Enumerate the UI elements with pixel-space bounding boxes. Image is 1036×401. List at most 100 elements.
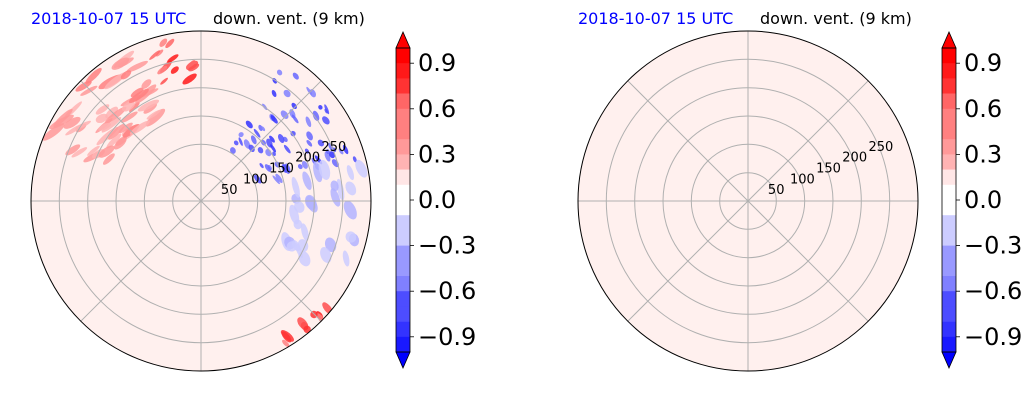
field-feature-positive_streaks xyxy=(104,72,127,90)
radial-tick-label: 50 xyxy=(768,183,785,198)
angular-gridline xyxy=(80,80,202,202)
field-feature-negative_band xyxy=(306,131,313,141)
field-feature-negative_band xyxy=(272,175,280,185)
field-feature-negative_band xyxy=(261,126,266,132)
field-feature-positive_streaks xyxy=(71,147,88,158)
field-feature-negative_band xyxy=(306,139,313,147)
field-feature-strong_positive xyxy=(186,60,196,69)
field-feature-negative_band xyxy=(277,134,285,143)
radial-tick-label: 100 xyxy=(790,172,815,187)
field-feature-weak_negative xyxy=(298,250,311,267)
colorbar-segment xyxy=(942,184,956,201)
colorbar-segment xyxy=(942,139,956,155)
field-feature-negative_band xyxy=(245,120,253,129)
angular-gridline xyxy=(747,80,869,202)
colorbar-segment xyxy=(942,154,956,170)
title-date: 2018-10-07 15 UTC xyxy=(31,9,186,28)
field-feature-negative_band xyxy=(325,149,330,155)
field-feature-strong_positive xyxy=(182,73,197,85)
colorbar-tick-label: 0.9 xyxy=(418,49,456,77)
field-feature-weak_negative xyxy=(355,159,368,178)
field-feature-weak_negative xyxy=(320,247,332,263)
field-feature-positive_streaks xyxy=(129,120,150,135)
field-feature-positive_streaks xyxy=(98,145,115,158)
colorbar-segment xyxy=(942,108,956,125)
field-feature-weak_negative xyxy=(301,223,309,242)
colorbar-segment xyxy=(396,306,410,322)
field-feature-positive_streaks xyxy=(115,136,127,146)
field-feature-weak_negative xyxy=(345,181,357,196)
field-feature-weak_negative xyxy=(330,188,341,207)
field-feature-negative_band xyxy=(253,128,261,138)
colorbar-segment xyxy=(942,336,956,353)
colorbar-segment xyxy=(396,63,410,79)
colorbar-segment xyxy=(396,215,410,231)
field-feature-negative_band xyxy=(238,132,244,138)
angular-gridline xyxy=(627,80,749,202)
colorbar-segment xyxy=(942,276,956,292)
field-feature-positive_streaks xyxy=(106,133,122,149)
colorbar-segment xyxy=(942,78,956,94)
colorbar-tick-label: 0.6 xyxy=(964,95,1002,123)
field-feature-negative_band xyxy=(290,130,296,137)
colorbar-tick-label: 0.0 xyxy=(418,186,456,214)
colorbar-tick-label: 0.3 xyxy=(964,140,1002,168)
field-feature-negative_band xyxy=(259,163,264,169)
field-feature-negative_band xyxy=(238,137,243,146)
field-feature-positive_streaks xyxy=(122,101,135,112)
field-feature-negative_band xyxy=(283,89,291,98)
colorbar-segment xyxy=(396,291,410,307)
field-feature-positive_streaks xyxy=(120,70,132,80)
field-feature-positive_streaks xyxy=(98,122,112,131)
colorbar-segment xyxy=(396,139,410,155)
field-feature-weak_negative xyxy=(346,165,355,181)
colorbar-left: 0.9 0.6 0.3 0.0 −0.3 −0.6 −0.9 xyxy=(395,31,476,369)
field-feature-weak_negative xyxy=(318,159,331,180)
field-feature-negative_band xyxy=(269,135,275,143)
field-feature-positive_streaks xyxy=(65,123,84,136)
field-feature-negative_band xyxy=(291,102,297,110)
field-feature-strong_positive xyxy=(280,330,294,342)
colorbar-tick-label: −0.6 xyxy=(418,277,476,305)
radial-tick-label: 150 xyxy=(269,162,294,177)
field-feature-positive_streaks xyxy=(120,111,138,123)
field-feature-positive_streaks xyxy=(118,122,133,134)
colorbar-segment xyxy=(942,93,956,110)
field-feature-negative_band xyxy=(328,142,334,151)
field-feature-positive_streaks xyxy=(126,60,148,73)
field-feature-positive_streaks xyxy=(102,153,115,165)
colorbar-tick-label: −0.9 xyxy=(964,323,1022,351)
radial-tick-label: 100 xyxy=(243,172,268,187)
field-feature-positive_streaks xyxy=(128,88,149,104)
field-feature-negative_band xyxy=(292,72,299,80)
radial-tick-label: 200 xyxy=(842,151,867,166)
field-feature-positive_streaks xyxy=(108,123,126,140)
field-feature-positive_streaks xyxy=(87,145,100,156)
colorbar-segment xyxy=(396,154,410,170)
colorbar-tick-label: −0.3 xyxy=(964,232,1022,260)
colorbar-segment xyxy=(942,230,956,246)
field-feature-positive_streaks xyxy=(141,79,152,89)
field-feature-negative_band xyxy=(275,173,283,184)
colorbar-tick-label: 0.3 xyxy=(418,140,456,168)
field-feature-strong_positive xyxy=(282,339,290,348)
colorbar-segment xyxy=(942,291,956,307)
field-feature-positive_streaks xyxy=(105,106,119,119)
field-feature-strong_positive xyxy=(170,66,179,74)
field-feature-negative_band xyxy=(352,156,357,163)
colorbar-segment xyxy=(396,336,410,353)
field-feature-weak_negative xyxy=(286,241,297,252)
field-feature-negative_band xyxy=(280,110,289,120)
colorbar-segment xyxy=(942,245,956,262)
field-feature-negative_band xyxy=(322,116,330,125)
field-feature-negative_band xyxy=(271,90,277,97)
colorbar-segment xyxy=(942,215,956,231)
field-feature-weak_negative xyxy=(291,176,300,198)
title-variable: down. vent. (9 km) xyxy=(760,9,912,28)
title-date: 2018-10-07 15 UTC xyxy=(578,9,733,28)
field-feature-negative_band xyxy=(317,139,325,147)
colorbar-extend-min xyxy=(941,351,957,369)
field-feature-negative_band xyxy=(257,147,264,154)
